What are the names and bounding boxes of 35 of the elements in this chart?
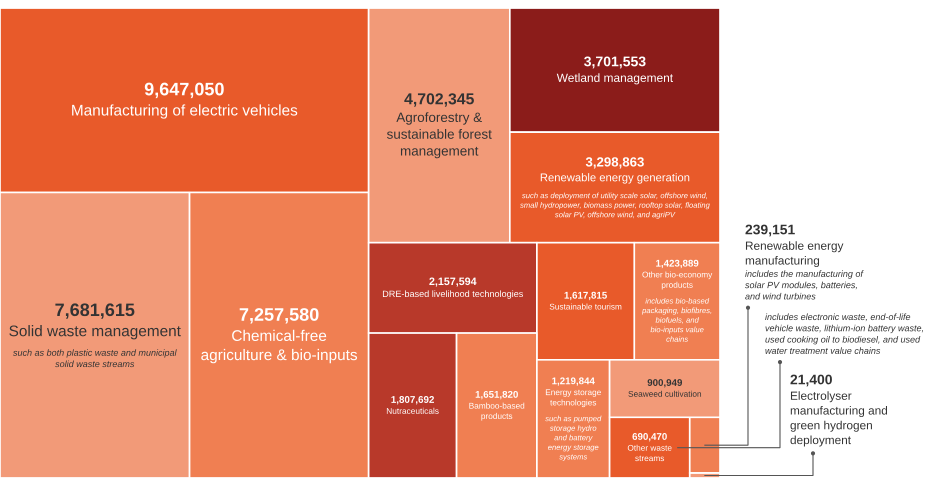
category-label: Agroforestry & sustainable forest management <box>386 112 492 158</box>
data-label: 1,617,815 <box>564 292 607 300</box>
category-label: Electrolyser manufacturing and green hydrogen deployment <box>790 391 888 447</box>
data-label: 3,298,863 <box>586 157 644 169</box>
category-label: Renewable energy manufacturing <box>746 241 844 267</box>
data-label: 1,807,692 <box>391 396 434 404</box>
data-label: 1,651,820 <box>476 390 518 400</box>
data-label: 4,702,345 <box>404 93 474 107</box>
category-label: Solid waste management <box>9 325 181 340</box>
text: includes the manufacturing of solar PV modules, batteries, and wind turbines <box>745 270 864 300</box>
text: includes electronic waste, end-of-life vehicle waste, lithium-ion battery waste, used cooking oil to biodiesel, and used water treatment value chains <box>765 313 924 354</box>
text: such as both plastic waste and municipal solid waste streams <box>13 349 177 368</box>
category-label: Manufacturing of electric vehicles <box>72 104 298 119</box>
data-label: 690,470 <box>632 433 667 442</box>
category-label: Sustainable tourism <box>550 303 622 310</box>
category-label: Other waste streams <box>628 444 672 462</box>
category-label: Chemical-free agriculture & bio-inputs <box>201 330 358 364</box>
category-label: Seaweed cultivation <box>628 390 702 397</box>
category-label: Other bio-economy products <box>642 271 712 290</box>
category-label: Nutraceuticals <box>386 408 439 414</box>
data-label: 900,949 <box>648 379 682 388</box>
data-label: 3,701,553 <box>584 56 646 68</box>
data-label: 21,400 <box>790 374 832 386</box>
data-label: 7,257,580 <box>240 308 319 324</box>
data-label: 7,681,615 <box>55 303 134 319</box>
data-label: 9,647,050 <box>144 82 224 98</box>
data-label: 239,151 <box>745 224 795 236</box>
category-label: DRE-based livelihood technologies <box>382 290 523 299</box>
category-label: Energy storage technologies <box>546 389 601 408</box>
category-label: Bamboo-based products <box>469 402 524 421</box>
category-label: Wetland management <box>556 73 674 84</box>
data-label: 2,157,594 <box>429 278 477 287</box>
data-label: 1,219,844 <box>552 377 595 386</box>
data-label: 1,423,889 <box>656 260 698 268</box>
category-label: Renewable energy generation <box>540 173 690 184</box>
